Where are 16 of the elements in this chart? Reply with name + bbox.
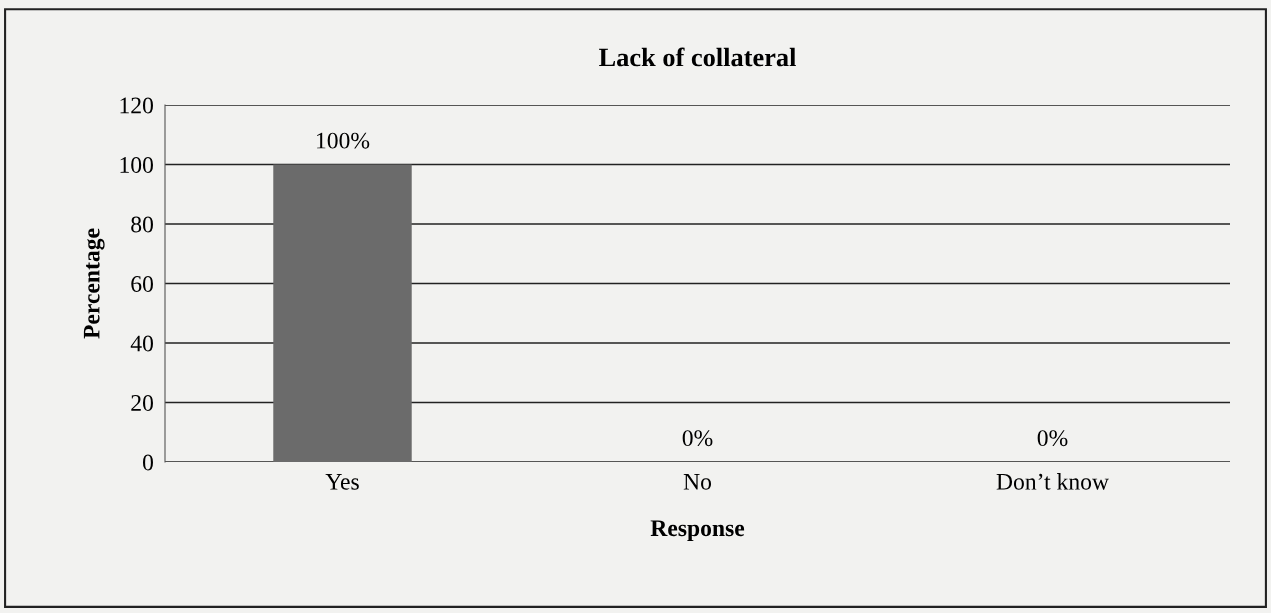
data-label: 0% bbox=[682, 430, 713, 447]
y-tick-label: 100 bbox=[120, 156, 153, 173]
y-tick-label: 80 bbox=[131, 216, 153, 233]
y-tick-label: 120 bbox=[120, 97, 153, 114]
y-tick-label: 20 bbox=[131, 394, 153, 411]
chart-title: Lack of collateral bbox=[599, 47, 796, 67]
y-tick-label: 0 bbox=[142, 454, 153, 471]
x-tick-label: No bbox=[683, 474, 712, 490]
x-tick-label: Don’t know bbox=[996, 473, 1109, 490]
y-axis-title: Percentage bbox=[83, 228, 105, 339]
x-tick-label: Yes bbox=[325, 474, 359, 490]
data-label: 100% bbox=[317, 132, 370, 149]
x-axis-title: Response bbox=[650, 520, 745, 541]
y-tick-label: 40 bbox=[130, 335, 153, 352]
y-tick-label: 60 bbox=[131, 275, 153, 292]
data-label: 0% bbox=[1037, 430, 1068, 447]
